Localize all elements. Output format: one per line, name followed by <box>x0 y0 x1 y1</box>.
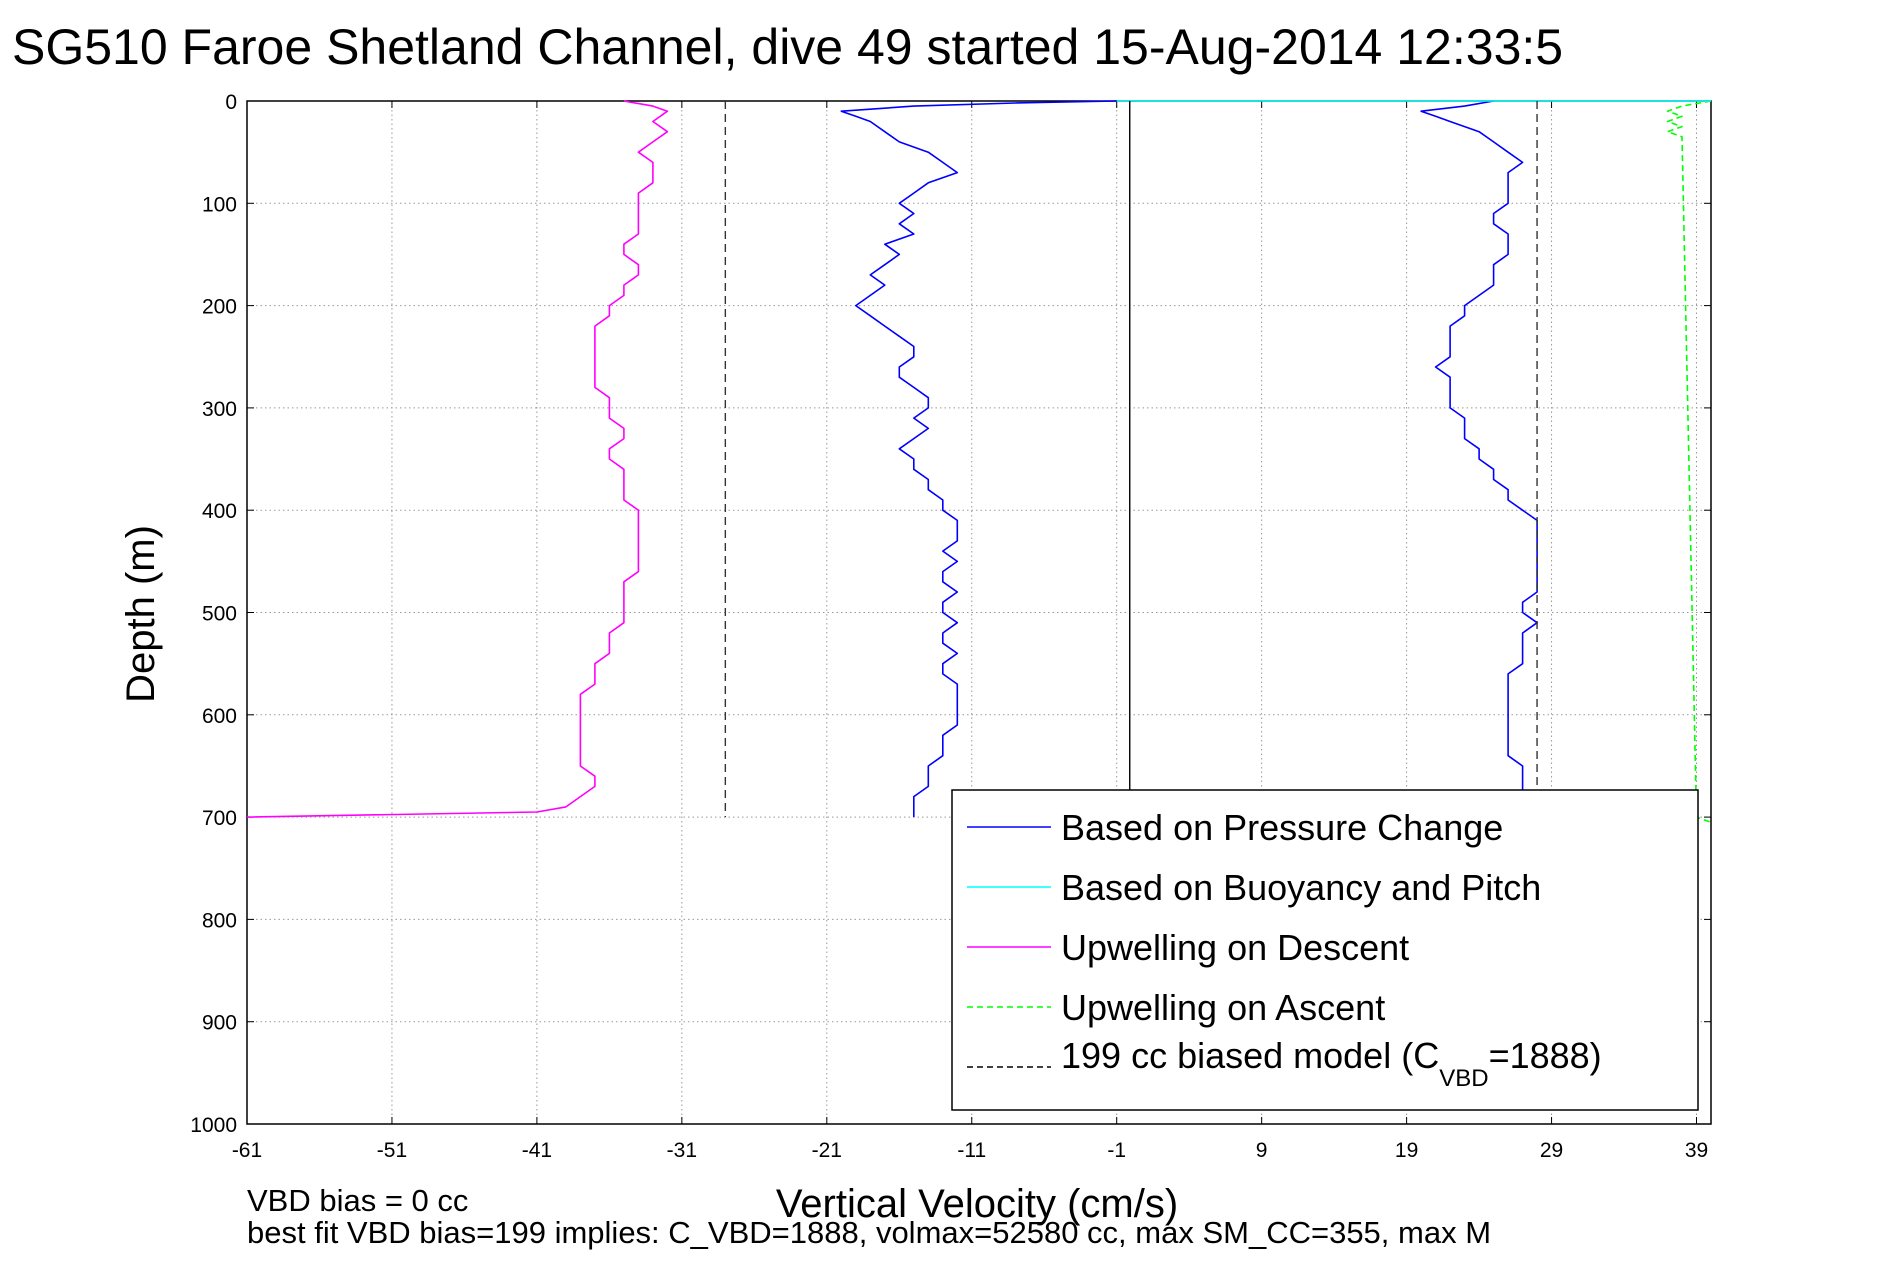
axis-ticks: -61 -51 -41 -31 -21 -11 -1 9 19 29 39 0 100 200 300 400… <box>190 91 1711 1162</box>
legend-box <box>951 789 1699 1111</box>
reference-lines <box>724 101 1538 818</box>
x-tick-label: -51 <box>377 1139 407 1162</box>
x-tick-label: -21 <box>812 1139 842 1162</box>
y-tick-label: 700 <box>202 807 237 830</box>
x-tick-label: -41 <box>522 1139 552 1162</box>
y-tick-label: 300 <box>202 398 237 421</box>
legend-label-model: 199 cc biased model (CVBD=1888) <box>1061 1035 1602 1092</box>
y-axis-label: Depth (m) <box>119 525 163 703</box>
legend-label-ascent: Upwelling on Ascent <box>1061 987 1385 1028</box>
series-line-3 <box>1666 100 1712 823</box>
series-layer <box>246 100 1712 823</box>
y-tick-label: 1000 <box>190 1114 237 1137</box>
x-axis-label: Vertical Velocity (cm/s) <box>776 1182 1178 1226</box>
y-tick-label: 500 <box>202 603 237 626</box>
y-tick-label: 800 <box>202 909 237 932</box>
x-tick-label: -61 <box>232 1139 262 1162</box>
legend-label-descent: Upwelling on Descent <box>1061 927 1409 968</box>
legend: Based on Pressure Change Based on Buoyan… <box>951 789 1699 1111</box>
footnote-best-fit: best fit VBD bias=199 implies: C_VBD=188… <box>247 1215 1491 1250</box>
y-tick-label: 600 <box>202 705 237 728</box>
footnote-vbd-bias: VBD bias = 0 cc <box>247 1183 468 1218</box>
legend-label-buoyancy: Based on Buoyancy and Pitch <box>1061 867 1541 908</box>
y-tick-label: 0 <box>225 91 237 114</box>
x-tick-label: 9 <box>1256 1139 1268 1162</box>
series-line-2 <box>1420 100 1538 797</box>
x-tick-label: -31 <box>667 1139 697 1162</box>
y-tick-label: 400 <box>202 500 237 523</box>
x-tick-label: -11 <box>957 1139 986 1162</box>
y-tick-label: 900 <box>202 1012 237 1035</box>
y-tick-label: 200 <box>202 296 237 319</box>
x-tick-label: 39 <box>1685 1139 1708 1162</box>
y-tick-label: 100 <box>202 193 237 216</box>
series-line-0 <box>840 100 1117 818</box>
x-tick-label: -1 <box>1107 1139 1126 1162</box>
legend-label-pressure: Based on Pressure Change <box>1061 807 1503 848</box>
chart-title: SG510 Faroe Shetland Channel, dive 49 st… <box>12 19 1563 75</box>
x-tick-label: 19 <box>1395 1139 1418 1162</box>
series-line-1 <box>246 100 669 818</box>
x-tick-label: 29 <box>1540 1139 1563 1162</box>
